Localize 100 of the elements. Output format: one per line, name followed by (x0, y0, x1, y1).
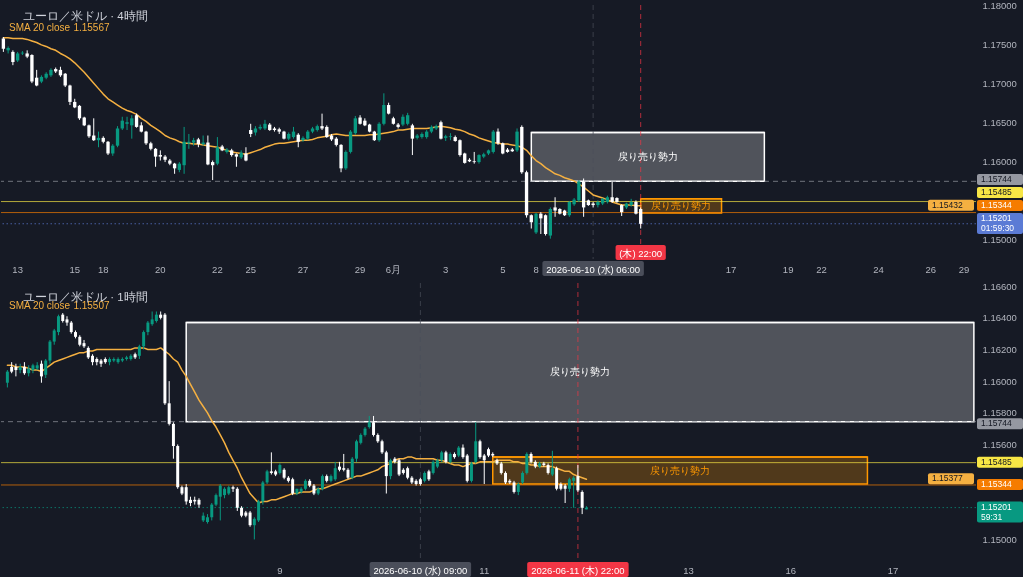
series-label: 戻り売り勢力 (651, 199, 712, 211)
x-tick-label: 2026-06-11 (木) 22:00 (531, 564, 625, 576)
candlestick (99, 358, 103, 368)
x-tick-label: 15 (69, 263, 81, 275)
ref-line-label: 1.15201 59:31 (981, 501, 1012, 522)
x-tick-label: 17 (887, 564, 899, 576)
candlestick (215, 136, 220, 166)
candlestick (410, 123, 415, 156)
x-tick-label: 17 (725, 263, 737, 275)
candlestick (39, 360, 43, 384)
candlestick (472, 151, 476, 165)
candlestick (474, 421, 478, 464)
x-tick-label: 29 (958, 263, 970, 275)
x-tick-label: 16 (785, 564, 797, 576)
y-tick-label: 1.15600 (982, 438, 1017, 450)
candlestick (563, 483, 567, 504)
y-tick-label: 1.16200 (982, 343, 1017, 355)
y-tick-label: 1.17000 (982, 77, 1017, 89)
candlestick (555, 466, 559, 491)
candlestick (142, 329, 146, 350)
x-tick-label: 27 (297, 263, 309, 275)
candlestick (14, 363, 18, 377)
candlestick (206, 135, 210, 166)
candlestick (301, 135, 305, 143)
candlestick (133, 352, 137, 360)
candlestick (269, 451, 273, 476)
candlestick (525, 451, 529, 476)
candlestick (48, 339, 52, 365)
ref-line-label: 1.15201 01:59:30 (981, 213, 1015, 234)
candlestick (339, 143, 343, 173)
candlestick (577, 179, 581, 203)
candlestick (515, 127, 519, 153)
candlestick (543, 213, 548, 237)
candlestick (550, 450, 554, 477)
candlestick (372, 415, 376, 438)
candlestick (355, 439, 358, 463)
y-tick-label: 1.17500 (982, 38, 1017, 50)
candlestick (469, 461, 473, 483)
y-tick-label: 1.16600 (982, 280, 1017, 292)
y-tick-label: 1.15000 (982, 533, 1017, 545)
candlestick (150, 310, 154, 327)
series-label: 戻り売り勢力 (617, 150, 678, 162)
x-tick-label: 13 (683, 564, 694, 576)
x-tick-label: 13 (12, 263, 23, 275)
candlestick (263, 119, 267, 131)
ref-line-label: 1.15744 (981, 174, 1012, 185)
candlestick (82, 339, 86, 349)
annotation: 1.15567 (73, 22, 110, 33)
y-tick-label: 1.15800 (982, 407, 1017, 419)
x-tick-label: 20 (155, 263, 166, 275)
x-tick-label: 5 (500, 263, 506, 275)
ref-line-label: 1.15344 (981, 200, 1012, 211)
y-tick-label: 1.16000 (982, 155, 1017, 167)
x-tick-label: 18 (97, 263, 109, 275)
x-tick-label: 24 (873, 263, 884, 275)
candlestick (153, 147, 158, 168)
chart-title: ユーロ／米ドル · 4時間 (23, 9, 148, 23)
candlestick (333, 461, 337, 482)
y-tick-label: 1.15000 (982, 233, 1017, 245)
candlestick (261, 480, 265, 506)
candlestick (44, 358, 48, 379)
candlestick (353, 115, 357, 136)
candlestick (384, 450, 388, 495)
y-tick-label: 1.16400 (982, 312, 1017, 324)
candlestick (396, 122, 400, 129)
candlestick (171, 421, 175, 460)
x-tick-label: 22 (212, 263, 223, 275)
y-tick-label: 1.18000 (982, 0, 1017, 11)
x-tick-label: 2026-06-10 (水) 06:00 (546, 263, 641, 275)
annotation: 1.15507 (73, 300, 110, 311)
x-tick-label: 22 (816, 263, 827, 275)
ref-line-label: 1.15344 (981, 478, 1012, 489)
annotation: 1.15432 (932, 199, 963, 210)
candlestick (125, 116, 129, 131)
candlestick (158, 149, 162, 162)
candlestick (167, 380, 171, 426)
candlestick (129, 353, 133, 362)
x-tick-label: 9 (277, 564, 283, 576)
x-tick-label: 8 (533, 263, 539, 275)
series-label: 戻り売り勢力 (650, 464, 711, 476)
series-label: SMA 20 close (9, 22, 71, 33)
ref-line-label: 1.15744 (981, 418, 1012, 429)
candlestick (197, 497, 201, 509)
ref-line-label: 1.15485 (981, 187, 1012, 198)
candlestick (116, 356, 120, 365)
candlestick (534, 212, 538, 235)
annotation: 1.15377 (932, 473, 963, 484)
x-tick-label: (木) 22:00 (619, 247, 663, 259)
candlestick (377, 121, 381, 143)
candlestick (184, 483, 188, 506)
candlestick (225, 147, 229, 154)
x-tick-label: 29 (354, 263, 366, 275)
candlestick (6, 45, 10, 54)
candlestick (495, 458, 499, 466)
y-tick-label: 1.16500 (982, 116, 1017, 128)
candlestick (235, 486, 239, 512)
x-tick-label: 26 (925, 263, 937, 275)
candlestick (115, 125, 120, 148)
candlestick (580, 489, 584, 515)
candlestick (382, 92, 386, 126)
